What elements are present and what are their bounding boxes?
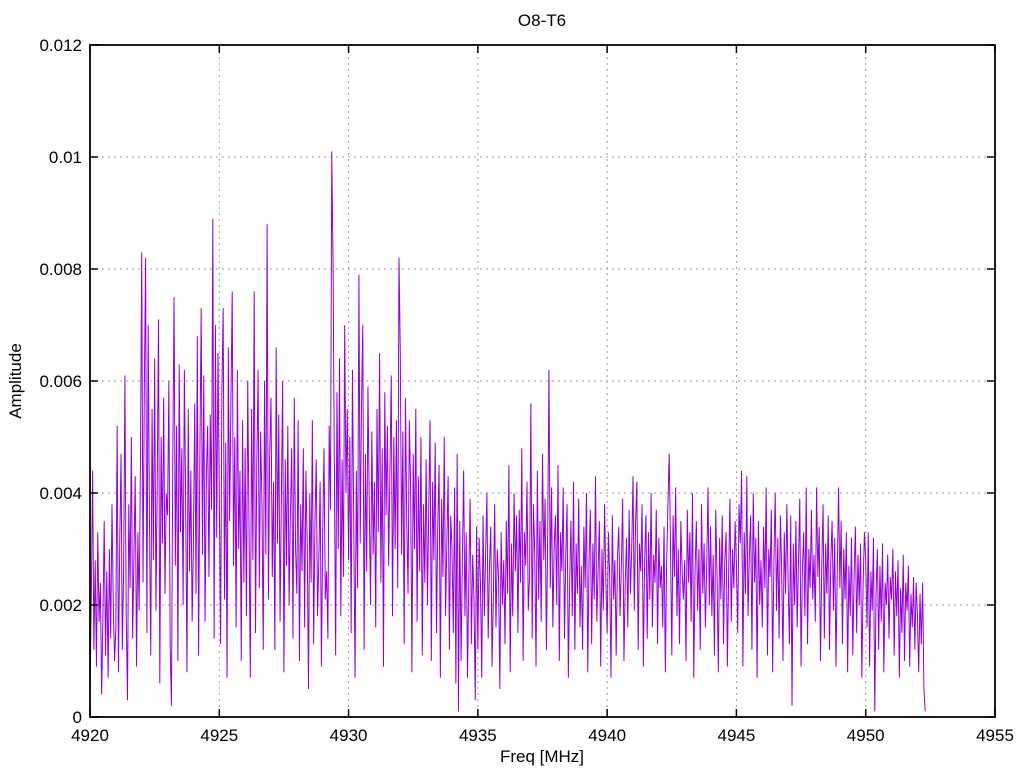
y-tick-label: 0.008 (39, 260, 82, 279)
y-tick-label: 0.012 (39, 36, 82, 55)
data-layer (89, 151, 926, 712)
chart-title: O8-T6 (518, 11, 566, 30)
x-tick-label: 4925 (200, 726, 238, 745)
plot-border (89, 44, 996, 718)
y-tick-label: 0.004 (39, 484, 82, 503)
x-tick-label: 4950 (847, 726, 885, 745)
y-tick-label: 0.01 (49, 148, 82, 167)
x-tick-label: 4935 (459, 726, 497, 745)
x-tick-label: 4955 (976, 726, 1014, 745)
y-axis-label: Amplitude (6, 343, 25, 419)
x-tick-label: 4920 (71, 726, 109, 745)
x-tick-label: 4940 (588, 726, 626, 745)
y-tick-label: 0 (73, 708, 82, 727)
x-tick-label: 4930 (330, 726, 368, 745)
y-tick-label: 0.006 (39, 372, 82, 391)
spectrum-line (89, 151, 926, 712)
tick-label-layer: 4920 4925 4930 4935 4940 4945 4950 4955 0 0.002 0.… (39, 36, 1013, 745)
grid-layer (90, 45, 995, 717)
x-tick-label: 4945 (718, 726, 756, 745)
x-axis-label: Freq [MHz] (500, 747, 584, 766)
y-tick-label: 0.002 (39, 596, 82, 615)
